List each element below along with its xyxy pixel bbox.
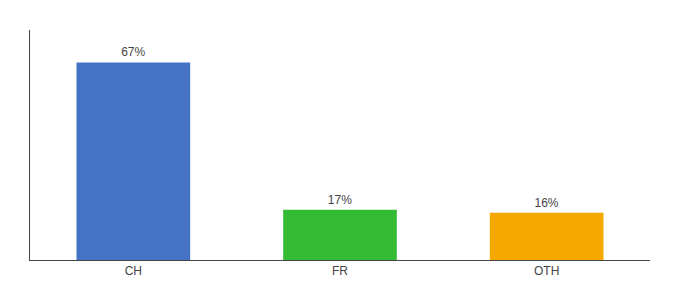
svg-text:17%: 17%	[328, 193, 352, 207]
svg-text:16%: 16%	[534, 196, 558, 210]
svg-text:67%: 67%	[121, 45, 145, 59]
svg-text:FR: FR	[332, 264, 348, 278]
svg-text:CH: CH	[125, 264, 142, 278]
svg-text:OTH: OTH	[534, 264, 559, 278]
